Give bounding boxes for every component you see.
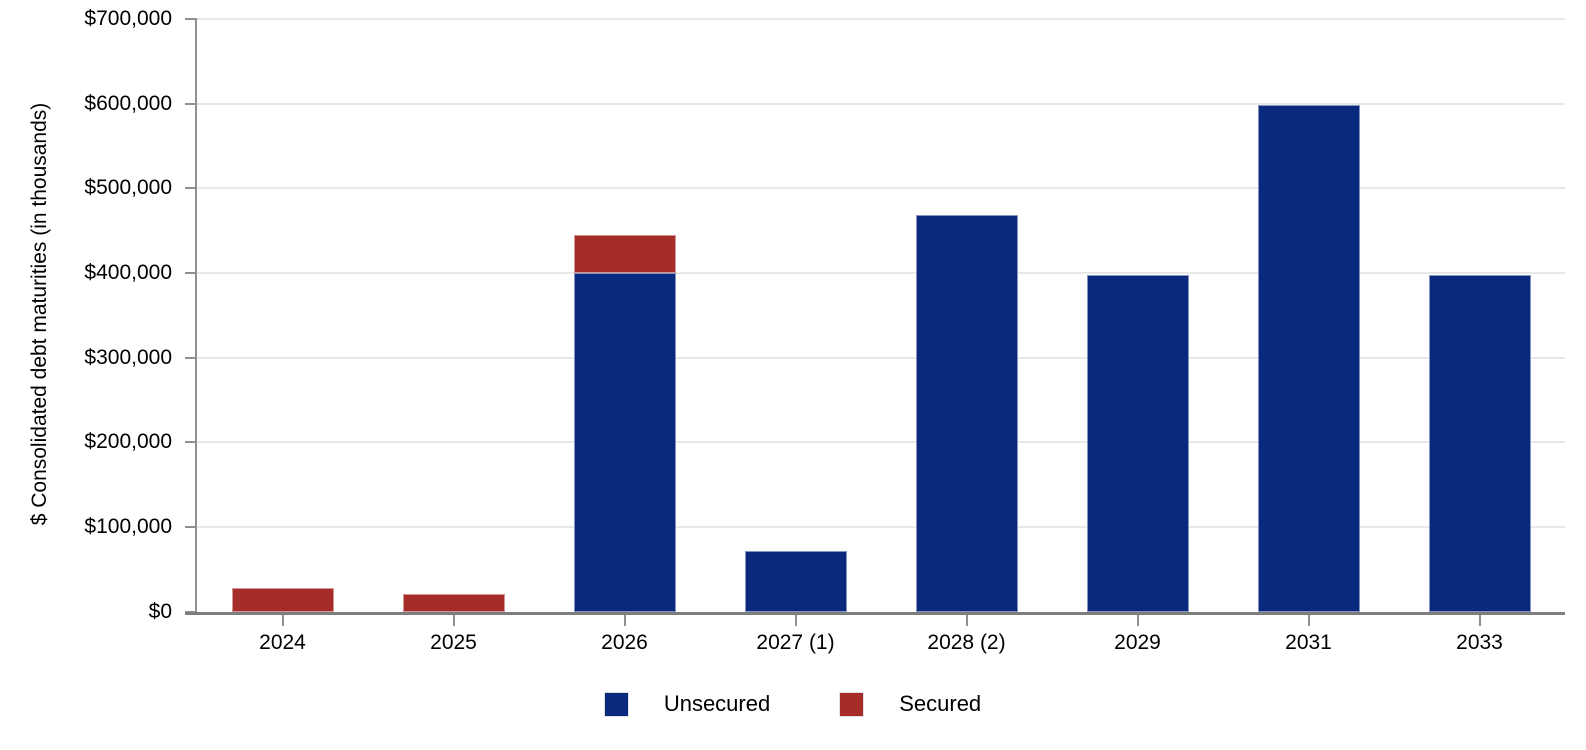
plot-area: 2024 2025 2026 2027 (1) 2028 (2) 2029 2031 2033 [185,18,1565,653]
y-tick-mark [185,441,197,444]
y-tick-mark [185,102,197,105]
x-axis-label-2026: 2026 [601,630,648,654]
bar-segment-secured-2025 [402,593,505,612]
legend-item-secured: Secured [840,691,981,717]
x-axis-label-2025: 2025 [430,630,477,654]
y-tick-label: $500,000 [84,176,172,200]
y-tick-label: $400,000 [84,260,172,284]
bar-segment-unsecured-2026 [573,272,676,612]
x-tick-mark [1307,614,1310,626]
y-tick-label: $0 [148,599,172,623]
bar-segment-unsecured-2029 [1086,275,1189,612]
bar-segment-unsecured-2033 [1428,275,1531,612]
x-axis-line [185,611,1565,615]
bar-segment-secured-2024 [231,588,334,612]
legend-item-unsecured: Unsecured [604,691,771,717]
gridline [197,271,1565,274]
gridline [197,525,1565,528]
gridline [197,441,1565,444]
y-tick-label: $300,000 [84,345,172,369]
x-axis-label-2033: 2033 [1456,630,1503,654]
legend: Unsecured Secured [0,691,1586,717]
gridline [197,102,1565,105]
y-tick-mark [185,525,197,528]
x-tick-mark [452,614,455,626]
y-tick-mark [185,18,197,20]
legend-label-unsecured: Unsecured [663,691,771,716]
x-tick-mark [281,614,284,626]
y-tick-label: $700,000 [84,7,172,30]
legend-swatch-secured [840,692,864,716]
bar-segment-unsecured-2031 [1257,105,1360,612]
legend-label-secured: Secured [899,691,982,716]
bar-segment-secured-2026 [573,234,676,273]
legend-swatch-unsecured [604,692,628,716]
y-tick-label: $200,000 [84,430,172,454]
y-tick-label: $100,000 [84,514,172,538]
bar-segment-unsecured-2028 [915,215,1018,612]
y-axis-line [195,18,197,613]
y-tick-mark [185,187,197,190]
y-axis-tick-labels: $0 $100,000 $200,000 $300,000 $400,000 $500,0… [0,8,172,623]
x-tick-mark [965,614,968,626]
x-axis-label-2028: 2028 (2) [927,630,1006,654]
gridline [197,18,1565,20]
gridline [197,356,1565,359]
x-axis-label-2031: 2031 [1285,630,1332,654]
y-tick-mark [185,356,197,359]
gridline [197,187,1565,190]
x-tick-mark [1136,614,1139,626]
x-axis-label-2029: 2029 [1114,630,1161,654]
x-axis-label-2027: 2027 (1) [756,630,835,654]
x-tick-mark [623,614,626,626]
y-tick-mark [185,271,197,274]
x-tick-mark [1478,614,1481,626]
y-tick-label: $600,000 [84,91,172,115]
x-axis-label-2024: 2024 [259,630,306,654]
x-tick-mark [794,614,797,626]
bar-segment-unsecured-2027 [744,550,847,612]
